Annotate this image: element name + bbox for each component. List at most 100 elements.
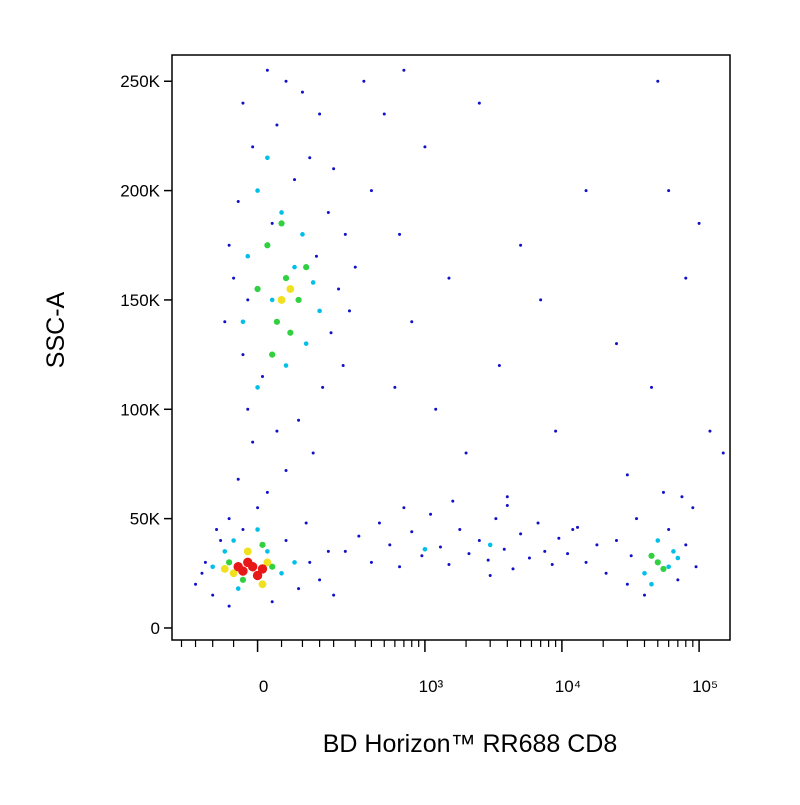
point bbox=[684, 276, 688, 280]
point bbox=[451, 499, 455, 503]
point bbox=[423, 145, 427, 149]
point bbox=[317, 308, 322, 314]
point bbox=[232, 276, 236, 280]
point bbox=[227, 604, 231, 608]
point bbox=[304, 521, 308, 525]
point bbox=[420, 554, 424, 558]
point bbox=[278, 220, 285, 227]
point bbox=[571, 528, 575, 532]
point bbox=[265, 490, 269, 494]
point bbox=[511, 567, 515, 571]
y-tick-label: 100K bbox=[120, 400, 160, 419]
point bbox=[543, 549, 547, 553]
point bbox=[667, 189, 671, 193]
point bbox=[236, 477, 240, 481]
point bbox=[269, 351, 276, 358]
point bbox=[259, 541, 266, 548]
point bbox=[270, 221, 274, 225]
point bbox=[438, 545, 442, 549]
point bbox=[318, 578, 322, 582]
point bbox=[464, 451, 468, 455]
point bbox=[502, 547, 506, 551]
point bbox=[260, 374, 264, 378]
point bbox=[377, 521, 381, 525]
point bbox=[554, 429, 558, 433]
point bbox=[215, 528, 219, 532]
point bbox=[550, 563, 554, 567]
point bbox=[410, 320, 414, 324]
point bbox=[326, 549, 330, 553]
point bbox=[642, 570, 647, 576]
point bbox=[246, 407, 250, 411]
point bbox=[494, 517, 498, 521]
point bbox=[264, 242, 271, 249]
point bbox=[203, 560, 207, 564]
point bbox=[279, 570, 284, 576]
point bbox=[402, 68, 406, 72]
point bbox=[277, 296, 286, 304]
point bbox=[257, 564, 268, 574]
point bbox=[326, 210, 330, 214]
point bbox=[666, 564, 671, 570]
point bbox=[265, 549, 270, 554]
point bbox=[642, 593, 646, 597]
point bbox=[341, 364, 345, 368]
point bbox=[240, 319, 246, 325]
point bbox=[347, 309, 351, 313]
point bbox=[655, 538, 661, 543]
x-axis-label: BD Horizon™ RR688 CD8 bbox=[323, 730, 618, 758]
point bbox=[667, 528, 671, 532]
point bbox=[284, 79, 288, 83]
point bbox=[410, 530, 414, 534]
point bbox=[314, 254, 318, 258]
point bbox=[255, 188, 260, 193]
point bbox=[219, 538, 223, 542]
point bbox=[321, 385, 325, 389]
point bbox=[284, 469, 288, 473]
point bbox=[635, 517, 639, 521]
point bbox=[246, 298, 250, 302]
point bbox=[311, 451, 315, 455]
point bbox=[369, 560, 373, 564]
point bbox=[297, 418, 301, 422]
y-tick-label: 50K bbox=[130, 510, 161, 529]
point bbox=[211, 593, 215, 597]
point bbox=[649, 581, 654, 587]
point bbox=[527, 556, 531, 560]
point bbox=[243, 557, 253, 568]
point bbox=[671, 549, 676, 554]
point bbox=[287, 329, 294, 336]
point bbox=[357, 534, 361, 538]
point bbox=[721, 451, 725, 455]
point bbox=[497, 364, 501, 368]
point bbox=[625, 582, 629, 586]
point bbox=[398, 232, 402, 236]
y-axis-label: SSC-A bbox=[42, 291, 70, 368]
point bbox=[402, 506, 406, 510]
point bbox=[329, 331, 333, 335]
point bbox=[447, 276, 451, 280]
point bbox=[519, 532, 523, 536]
point bbox=[343, 549, 347, 553]
point bbox=[231, 538, 236, 543]
point bbox=[614, 342, 618, 346]
point bbox=[241, 528, 245, 532]
point bbox=[254, 285, 261, 293]
point bbox=[275, 123, 279, 127]
point bbox=[584, 560, 588, 564]
plot-frame bbox=[171, 54, 731, 641]
point bbox=[654, 559, 661, 566]
point bbox=[332, 593, 336, 597]
y-tick-label: 150K bbox=[120, 291, 160, 310]
point bbox=[557, 536, 561, 540]
point bbox=[584, 189, 588, 193]
point bbox=[251, 440, 255, 444]
point bbox=[256, 506, 260, 510]
point bbox=[708, 429, 712, 433]
point bbox=[422, 546, 428, 552]
point bbox=[393, 385, 397, 389]
point bbox=[279, 210, 284, 215]
x-tick-label: 10⁴ bbox=[555, 677, 581, 696]
